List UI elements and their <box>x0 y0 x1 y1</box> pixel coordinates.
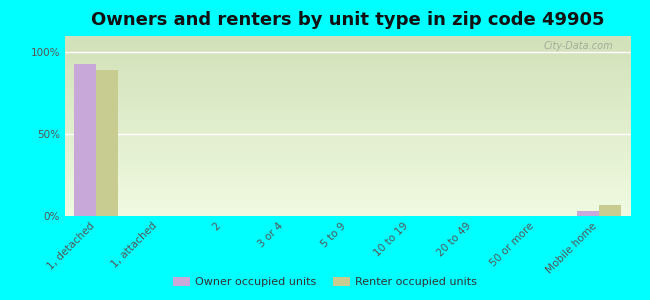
Legend: Owner occupied units, Renter occupied units: Owner occupied units, Renter occupied un… <box>168 272 482 291</box>
Bar <box>577 211 599 216</box>
Bar <box>74 64 96 216</box>
Bar <box>96 70 118 216</box>
Bar <box>599 205 621 216</box>
Title: Owners and renters by unit type in zip code 49905: Owners and renters by unit type in zip c… <box>91 11 604 29</box>
Text: City-Data.com: City-Data.com <box>544 41 614 51</box>
